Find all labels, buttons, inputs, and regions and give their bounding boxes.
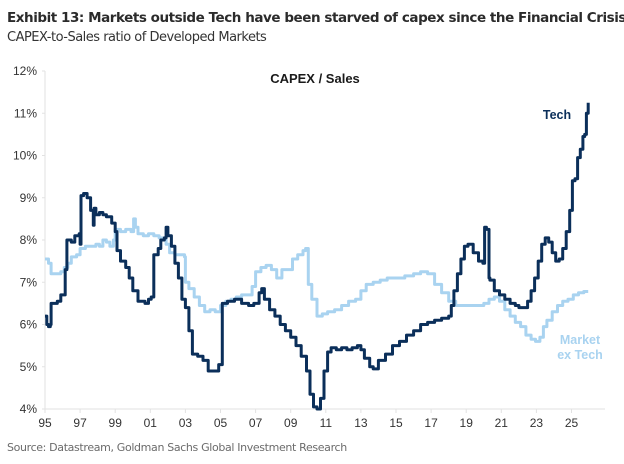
source-note: Source: Datastream, Goldman Sachs Global… bbox=[7, 441, 347, 454]
x-tick-label: 17 bbox=[424, 416, 438, 430]
x-tick-label: 01 bbox=[144, 416, 158, 430]
chart-title: CAPEX / Sales bbox=[270, 71, 360, 86]
y-tick-label: 5% bbox=[20, 360, 38, 374]
y-tick-label: 7% bbox=[20, 275, 38, 289]
x-tick-label: 09 bbox=[284, 416, 298, 430]
x-tick-label: 23 bbox=[530, 416, 544, 430]
x-tick-label: 95 bbox=[38, 416, 52, 430]
axes: 4% 5% 6% 7% 8% 9% 10% 11% 12% 95 97 99 01 03 05 07 09 11 1… bbox=[13, 64, 605, 430]
x-tick-label: 13 bbox=[354, 416, 368, 430]
series-line-market-ex-tech bbox=[45, 217, 589, 343]
x-tick-label: 15 bbox=[389, 416, 403, 430]
series-label-tech: Tech bbox=[543, 108, 571, 122]
x-tick-label: 97 bbox=[73, 416, 87, 430]
x-tick-label: 19 bbox=[460, 416, 474, 430]
y-tick-label: 6% bbox=[20, 318, 38, 332]
y-tick-label: 9% bbox=[20, 191, 38, 205]
x-tick-label: 25 bbox=[565, 416, 579, 430]
exhibit-title: Exhibit 13: Markets outside Tech have be… bbox=[7, 10, 624, 26]
y-tick-label: 12% bbox=[13, 64, 37, 78]
x-tick-label: 99 bbox=[109, 416, 123, 430]
series-label-market-ex-tech: ex Tech bbox=[557, 348, 603, 362]
y-tick-label: 11% bbox=[14, 106, 37, 120]
y-tick-label: 8% bbox=[20, 233, 38, 247]
x-tick-label: 11 bbox=[320, 416, 333, 430]
exhibit-subtitle: CAPEX-to-Sales ratio of Developed Market… bbox=[7, 30, 267, 45]
y-tick-label: 4% bbox=[20, 402, 38, 416]
x-tick-label: 07 bbox=[249, 416, 263, 430]
series-line-tech bbox=[45, 102, 590, 411]
x-tick-label: 21 bbox=[495, 416, 509, 430]
series-label-market-ex-tech: Market bbox=[560, 333, 601, 347]
y-tick-label: 10% bbox=[13, 149, 37, 163]
x-tick-label: 05 bbox=[214, 416, 228, 430]
series-group bbox=[45, 102, 590, 411]
capex-sales-chart: 4% 5% 6% 7% 8% 9% 10% 11% 12% 95 97 99 01 03 05 07 09 11 1… bbox=[13, 64, 605, 430]
x-tick-label: 03 bbox=[179, 416, 193, 430]
